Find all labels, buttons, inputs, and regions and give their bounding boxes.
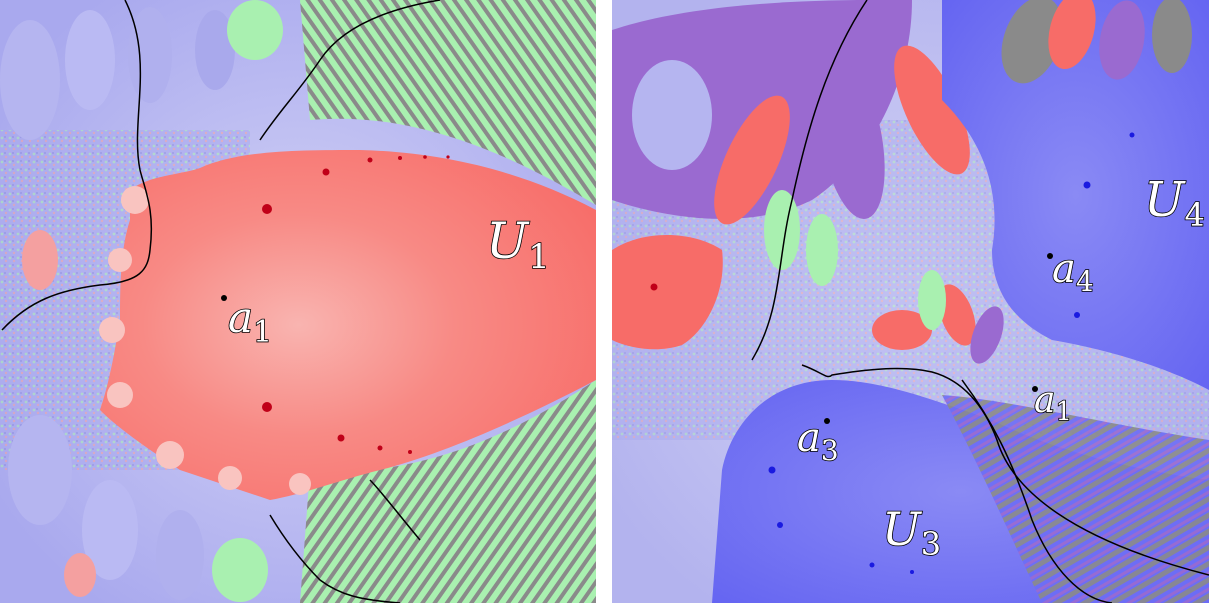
red-attractor-spots <box>262 155 450 454</box>
left-fractal-image: U1 a1 <box>0 0 596 603</box>
point-a1 <box>1032 386 1038 392</box>
label-U4: U4 <box>1144 172 1205 234</box>
label-U1: U1 <box>486 212 550 277</box>
red-attractor-spot <box>650 283 658 291</box>
blue-attractor-spots <box>768 132 1135 574</box>
label-U3: U3 <box>882 502 941 563</box>
point-a4 <box>1047 253 1053 259</box>
point-a3 <box>824 418 830 424</box>
blue-basin-U4 <box>942 0 1209 390</box>
label-a4: a4 <box>1052 246 1094 298</box>
invariant-curves <box>751 0 1209 603</box>
red-basin-bumps <box>99 186 311 495</box>
upper-stripe-fan <box>300 0 596 205</box>
central-petals <box>872 270 1004 364</box>
petals-left <box>0 0 283 602</box>
label-a1: a1 <box>1034 380 1072 427</box>
label-a3: a3 <box>797 415 839 467</box>
stripe-fan-right <box>942 395 1209 603</box>
red-region-left <box>612 235 723 350</box>
lower-stripe-fan <box>300 380 596 603</box>
label-a1: a1 <box>228 293 272 350</box>
left-fractal-panel: U1 a1 <box>0 0 596 603</box>
invariant-curves <box>1 0 441 603</box>
point-a1 <box>221 295 227 301</box>
right-fractal-image: U4 a4 a1 a3 U3 <box>612 0 1209 603</box>
top-right-petals <box>1001 0 1192 84</box>
right-fractal-panel: U4 a4 a1 a3 U3 <box>612 0 1209 603</box>
red-basin-U1 <box>100 150 596 500</box>
